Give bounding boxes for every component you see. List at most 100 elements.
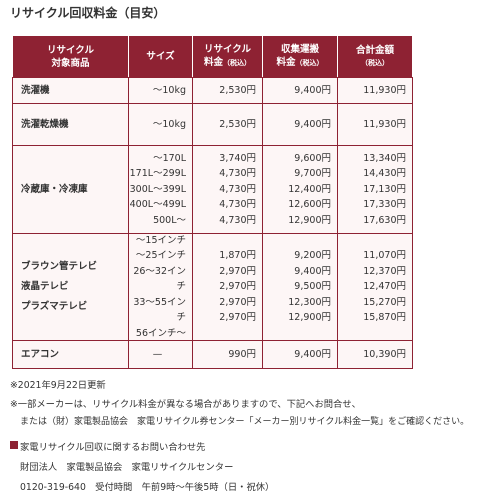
cell-text: 17,630円	[363, 214, 406, 226]
header-label: 対象商品	[51, 57, 90, 69]
category-label: 洗濯乾燥機	[21, 118, 69, 130]
cell-text: 1,870円	[219, 250, 256, 262]
header-text: 料金（税込）	[276, 56, 323, 70]
cell-text: 12,900円	[288, 214, 331, 226]
category-label: エアコン	[21, 348, 60, 360]
header-cell: リサイクル 対象商品	[12, 35, 129, 78]
value-cell: ～170L 171L～299L 300L～399L 400L～499L 500L～	[128, 145, 193, 234]
title: リサイクル回収料金（目安）	[10, 6, 166, 20]
cell-text: 300L～399L	[129, 183, 186, 195]
cell-text: ～10kg	[152, 118, 186, 130]
cell-text: 500L～	[153, 214, 186, 226]
cell-text: 4,730円	[219, 199, 256, 211]
value-cell: 1,870円 2,970円 2,970円 2,970円 2,970円	[192, 233, 263, 341]
cell-text: 2,970円	[219, 281, 256, 293]
header-label: リサイクル	[203, 44, 252, 55]
header-cell: リサイクル 料金（税込）	[192, 35, 263, 78]
header-label: リサイクル	[46, 44, 95, 56]
value-cell: 2,530円	[192, 103, 263, 146]
header-text: 対象商品	[51, 57, 89, 70]
cell-text: 9,400円	[294, 118, 331, 130]
header-text: サイズ	[146, 50, 174, 63]
header-label: 料金	[203, 57, 223, 68]
header-text: 収集運搬	[281, 43, 319, 56]
cell-text: 2,970円	[219, 265, 256, 277]
category-cell: エアコン	[12, 340, 129, 369]
header-label: 収集運搬	[280, 44, 319, 55]
cell-text: 11,070円	[363, 250, 406, 262]
cell-text: 990円	[228, 348, 256, 360]
value-cell: 9,200円 9,400円 9,500円 12,300円 12,900円	[262, 233, 338, 341]
category-cell: 洗濯機	[12, 77, 129, 104]
cell-text: 17,330円	[363, 199, 406, 211]
header-note: （税込）	[361, 58, 389, 67]
cell-text: ～170L	[153, 152, 186, 164]
bullet-square	[10, 441, 18, 449]
contact-heading: 家電リサイクル回収に関するお問い合わせ先	[20, 442, 206, 453]
header-cell: サイズ	[128, 35, 193, 78]
cell-text: 9,400円	[294, 348, 331, 360]
category-label: 液晶テレビ	[21, 281, 69, 292]
cell-text: 33～55インチ	[133, 296, 186, 324]
cell-text: 11,930円	[363, 118, 406, 130]
header-cell: 収集運搬 料金（税込）	[262, 35, 338, 78]
cell-text: —	[152, 348, 163, 360]
header-label: サイズ	[146, 51, 175, 62]
cell-text: 12,370円	[363, 265, 406, 277]
cell-text: 12,400円	[288, 183, 331, 195]
value-cell: 9,400円	[262, 103, 338, 146]
cell-text: 2,970円	[219, 312, 256, 324]
value-cell: 3,740円 4,730円 4,730円 4,730円 4,730円	[192, 145, 263, 234]
header-text: 料金（税込）	[204, 56, 251, 70]
header-note: （税込）	[295, 59, 324, 67]
cell-text: 15,270円	[363, 296, 406, 308]
cell-text: 171L～299L	[129, 168, 186, 180]
cell-text: 4,730円	[219, 168, 256, 180]
value-cell: 9,600円 9,700円 12,400円 12,600円 12,900円	[262, 145, 338, 234]
contact-line: 財団法人 家電製品協会 家電リサイクルセンター	[20, 462, 234, 473]
cell-text: 9,200円	[294, 250, 331, 262]
cell-text: ～25インチ	[135, 250, 186, 262]
value-cell: 11,070円 12,370円 12,470円 15,270円 15,870円	[337, 233, 413, 341]
value-cell: —	[128, 340, 193, 369]
header-label: 料金	[276, 57, 296, 68]
cell-text: 9,700円	[294, 168, 331, 180]
cell-text: 17,130円	[363, 183, 406, 195]
cell-text: 12,900円	[288, 312, 331, 324]
updated-note: ※2021年9月22日更新	[10, 380, 106, 391]
value-cell: 2,530円	[192, 77, 263, 104]
cell-text: 2,530円	[219, 118, 256, 130]
value-cell: 990円	[192, 340, 263, 369]
cell-text: 15,870円	[363, 312, 406, 324]
cell-text: 9,400円	[294, 84, 331, 96]
cell-text: ～15インチ	[135, 234, 186, 246]
category-label: プラズマテレビ	[21, 301, 88, 312]
cell-text: 4,730円	[219, 183, 256, 195]
category-cell: 洗濯乾燥機	[12, 103, 129, 146]
value-cell: 10,390円	[337, 340, 413, 369]
cell-text: 11,930円	[363, 84, 406, 96]
value-cell: 11,930円	[337, 103, 413, 146]
cell-text: 12,470円	[363, 281, 406, 293]
cell-text: 9,400円	[294, 265, 331, 277]
caution-line: ※一部メーカーは、リサイクル料金が異なる場合がありますので、下記へお問合せ、	[10, 399, 361, 410]
header-cell: 合計金額 （税込）	[337, 35, 413, 78]
cell-text: 13,340円	[363, 152, 406, 164]
caution-line: または（財）家電製品協会 家電リサイクル券センター「メーカー別リサイクル料金一覧…	[20, 417, 470, 427]
header-label: 合計金額	[355, 44, 394, 56]
value-cell: 9,400円	[262, 77, 338, 104]
header-text: リサイクル	[204, 43, 251, 56]
cell-text: 2,530円	[219, 84, 256, 96]
category-label: ブラウン管テレビ	[21, 261, 98, 272]
value-cell: ～10kg	[128, 103, 193, 146]
cell-text: 9,600円	[294, 152, 331, 164]
value-cell: 13,340円 14,430円 17,130円 17,330円 17,630円	[337, 145, 413, 234]
cell-text: 14,430円	[363, 168, 406, 180]
value-cell: ～10kg	[128, 77, 193, 104]
cell-text: 2,970円	[219, 296, 256, 308]
cell-text: 4,730円	[219, 214, 256, 226]
cell-text: ～10kg	[152, 84, 186, 96]
cell-text: 12,300円	[288, 296, 331, 308]
cell-text: 10,390円	[363, 348, 406, 360]
